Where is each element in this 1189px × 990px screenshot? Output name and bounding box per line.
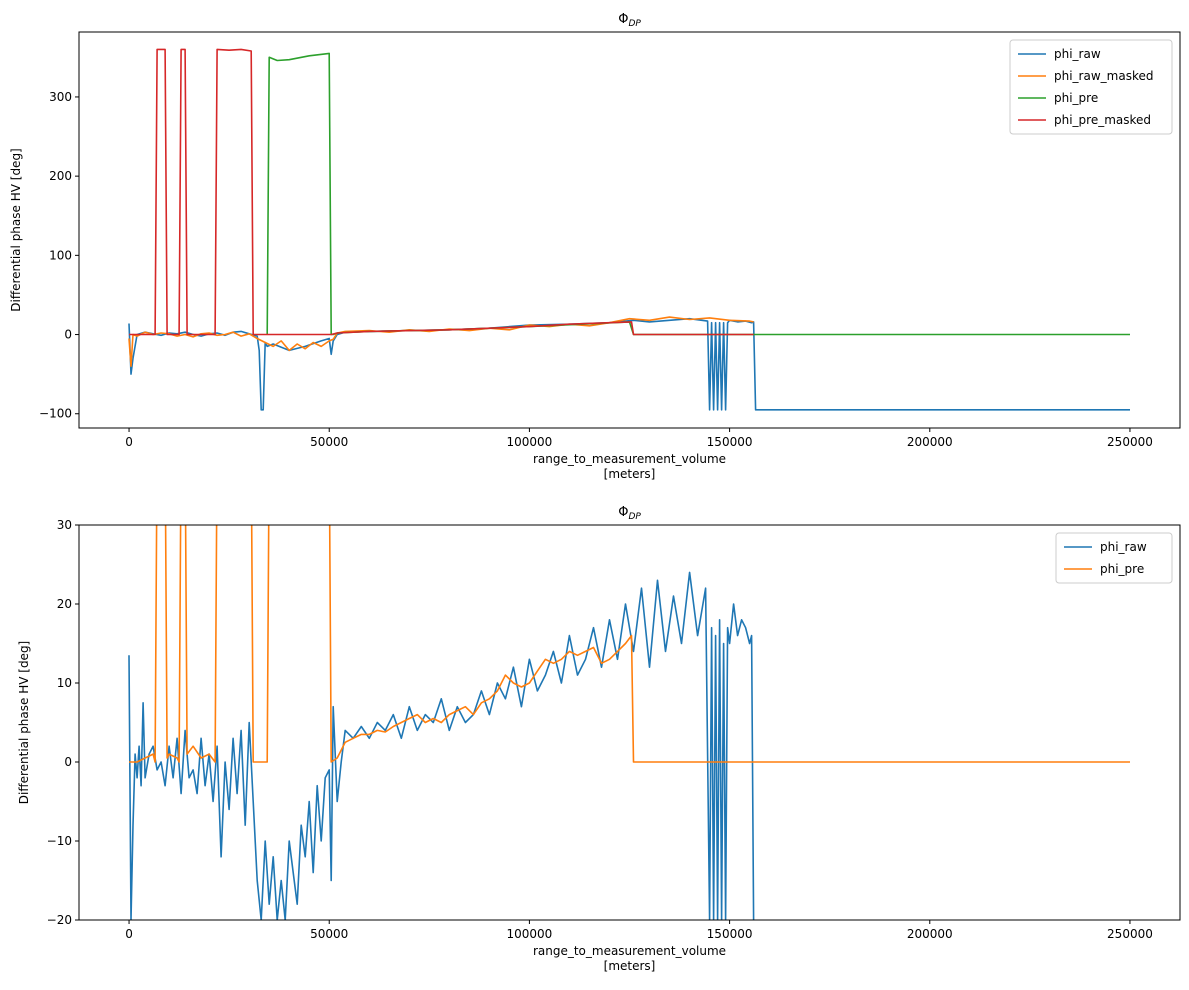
legend: phi_raw phi_pre: [1055, 532, 1173, 584]
x-tick-label: 100000: [507, 435, 553, 449]
y-tick-label: 0: [64, 328, 72, 342]
series-line-phi_raw: [128, 317, 1130, 411]
x-tick-label: 150000: [707, 927, 753, 941]
x-axis-units: [meters]: [604, 467, 656, 481]
chart-top: 0 50000 100000 150000 200000 250000 −100 0 100 20…: [9, 12, 1181, 481]
chart-title: ΦDP: [618, 505, 641, 522]
series-line-phi_raw_masked: [128, 316, 754, 367]
y-tick-label: −100: [39, 407, 72, 421]
legend-label-phi_raw: phi_raw: [1054, 47, 1101, 61]
legend-box: [1009, 39, 1173, 135]
series-line-phi_pre_masked: [129, 48, 754, 336]
x-tick-label: 250000: [1107, 435, 1153, 449]
legend-label-phi_pre_masked: phi_pre_masked: [1054, 113, 1151, 127]
series-line-phi_pre: [129, 525, 1130, 763]
x-axis-label: range_to_measurement_volume: [533, 452, 726, 466]
x-tick-label: 0: [125, 927, 133, 941]
y-axis-label: Differential phase HV [deg]: [17, 641, 31, 804]
x-tick-label: 50000: [310, 435, 348, 449]
legend-label-phi_pre: phi_pre: [1054, 91, 1098, 105]
x-tick-label: 50000: [310, 927, 348, 941]
y-tick-label: 200: [49, 169, 72, 183]
x-tick-label: 0: [125, 435, 133, 449]
series-line-phi_pre: [266, 52, 1130, 336]
plot-area: [128, 48, 1130, 411]
x-tick-label: 150000: [707, 435, 753, 449]
chart-title: ΦDP: [618, 12, 641, 29]
y-tick-label: −20: [47, 913, 72, 927]
y-tick-label: 300: [49, 90, 72, 104]
legend-label-phi_raw_masked: phi_raw_masked: [1054, 69, 1153, 83]
y-tick-label: 100: [49, 248, 72, 262]
x-tick-label: 250000: [1107, 927, 1153, 941]
legend-label-phi_raw: phi_raw: [1100, 540, 1147, 554]
axes-frame: [78, 524, 1181, 921]
y-tick-label: 30: [57, 518, 72, 532]
y-tick-label: 20: [57, 597, 72, 611]
legend-box: [1055, 532, 1173, 584]
x-tick-label: 200000: [907, 927, 953, 941]
plot-area: [128, 525, 1130, 920]
chart-bottom: 0 50000 100000 150000 200000 250000 −20 −10 0 10 2…: [17, 505, 1181, 973]
x-axis-label: range_to_measurement_volume: [533, 944, 726, 958]
y-tick-label: 10: [57, 676, 72, 690]
y-axis-label: Differential phase HV [deg]: [9, 148, 23, 311]
x-tick-label: 200000: [907, 435, 953, 449]
x-axis-units: [meters]: [604, 959, 656, 973]
legend-label-phi_pre: phi_pre: [1100, 562, 1144, 576]
series-line-phi_raw: [128, 571, 755, 920]
y-tick-label: 0: [64, 755, 72, 769]
legend: phi_raw phi_raw_masked phi_pre phi_pre_mask…: [1009, 39, 1173, 135]
y-tick-label: −10: [47, 834, 72, 848]
axes-frame: [78, 31, 1181, 429]
x-tick-label: 100000: [507, 927, 553, 941]
